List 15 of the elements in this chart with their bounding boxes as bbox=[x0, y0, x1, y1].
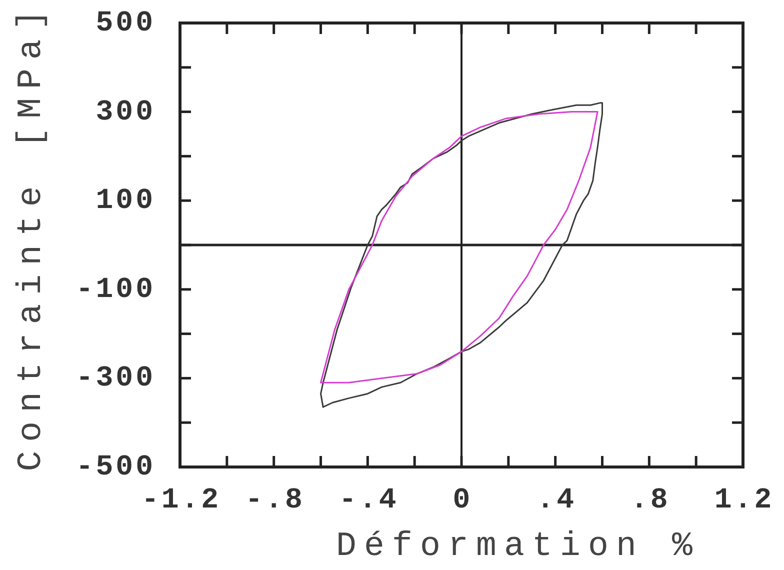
y-tick-label: 100 bbox=[96, 184, 156, 218]
x-axis-title: Déformation % bbox=[336, 528, 700, 566]
y-tick-label: -100 bbox=[76, 272, 156, 306]
x-tick-label: .4 bbox=[536, 484, 576, 516]
x-tick-label: -1.2 bbox=[141, 484, 222, 516]
y-tick-label: -500 bbox=[76, 450, 156, 484]
x-tick-label: -.4 bbox=[339, 484, 399, 516]
y-tick-label: 500 bbox=[96, 6, 156, 40]
x-tick-label: -.8 bbox=[245, 484, 305, 516]
x-tick-label: .8 bbox=[630, 484, 670, 516]
y-tick-label: -300 bbox=[76, 362, 156, 395]
x-tick-label: 0 bbox=[452, 484, 473, 516]
y-tick-label: 300 bbox=[96, 95, 156, 128]
y-axis-title: Contrainte [MPa] bbox=[13, 0, 51, 472]
x-tick-label: 1.2 bbox=[714, 484, 774, 516]
